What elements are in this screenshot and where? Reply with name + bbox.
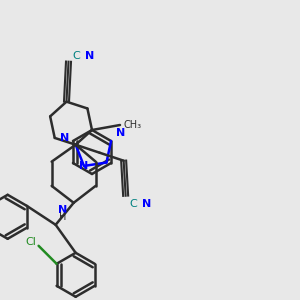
- Text: N: N: [60, 133, 70, 143]
- Text: Cl: Cl: [26, 237, 37, 247]
- Text: N: N: [85, 51, 94, 61]
- Text: N: N: [79, 161, 88, 171]
- Text: N: N: [58, 205, 68, 215]
- Text: N: N: [116, 128, 125, 138]
- Text: H: H: [59, 212, 66, 222]
- Text: C: C: [130, 199, 137, 209]
- Text: CH₃: CH₃: [124, 120, 142, 130]
- Text: N: N: [142, 199, 151, 209]
- Text: C: C: [73, 51, 80, 61]
